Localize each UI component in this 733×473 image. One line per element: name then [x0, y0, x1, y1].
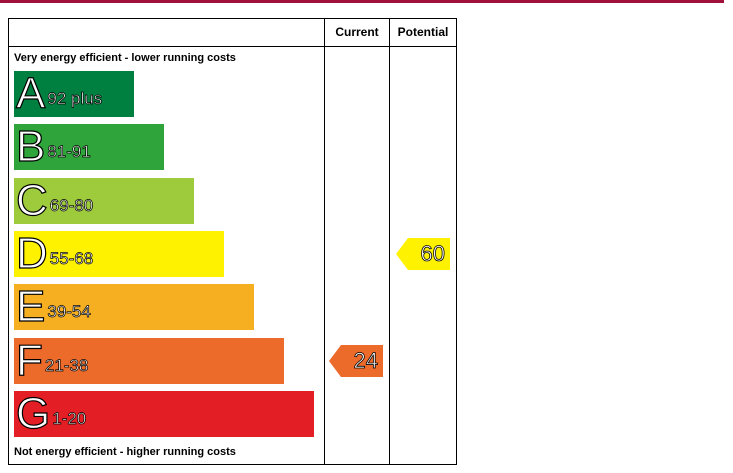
potential-column-header: Potential	[397, 25, 449, 39]
band-f: F 21-38	[14, 335, 284, 385]
band-letter: E	[15, 282, 46, 332]
band-range: 55-68	[49, 248, 94, 269]
band-c: C 69-80	[14, 175, 194, 225]
band-range: 81-91	[47, 142, 91, 162]
potential-arrow-shape	[396, 237, 450, 270]
band-letter: A	[15, 69, 46, 118]
current-column-header: Current	[335, 25, 379, 39]
band-d: D 55-68	[14, 228, 224, 278]
divider-potential	[389, 19, 390, 464]
band-range: 21-38	[44, 355, 89, 375]
current-rating-value: 24	[353, 347, 378, 373]
energy-rating-chart: Current Potential Very energy efficient …	[8, 18, 457, 465]
band-letter: B	[15, 122, 46, 172]
band-letter: F	[15, 335, 43, 385]
band-letter: D	[15, 228, 48, 278]
band-range: 39-54	[47, 302, 91, 322]
current-arrow-shape	[329, 344, 383, 377]
top-accent-bar	[0, 0, 724, 3]
band-range: 69-80	[49, 195, 94, 215]
current-rating-arrow: 24	[329, 344, 383, 377]
band-letter: G	[15, 388, 51, 438]
potential-rating-value: 60	[420, 240, 445, 266]
band-e: E 39-54	[14, 282, 254, 332]
band-g: G 1-20	[14, 388, 314, 438]
bottom-caption: Not energy efficient - higher running co…	[14, 446, 236, 458]
band-letter: C	[15, 175, 48, 225]
band-range: 92 plus	[47, 89, 103, 109]
header-divider	[9, 46, 456, 47]
potential-rating-arrow: 60	[396, 237, 450, 270]
top-caption: Very energy efficient - lower running co…	[14, 52, 236, 64]
band-range: 1-20	[52, 408, 87, 428]
band-b: B 81-91	[14, 122, 164, 172]
band-a: A 92 plus	[14, 69, 134, 118]
divider-current	[324, 19, 325, 464]
